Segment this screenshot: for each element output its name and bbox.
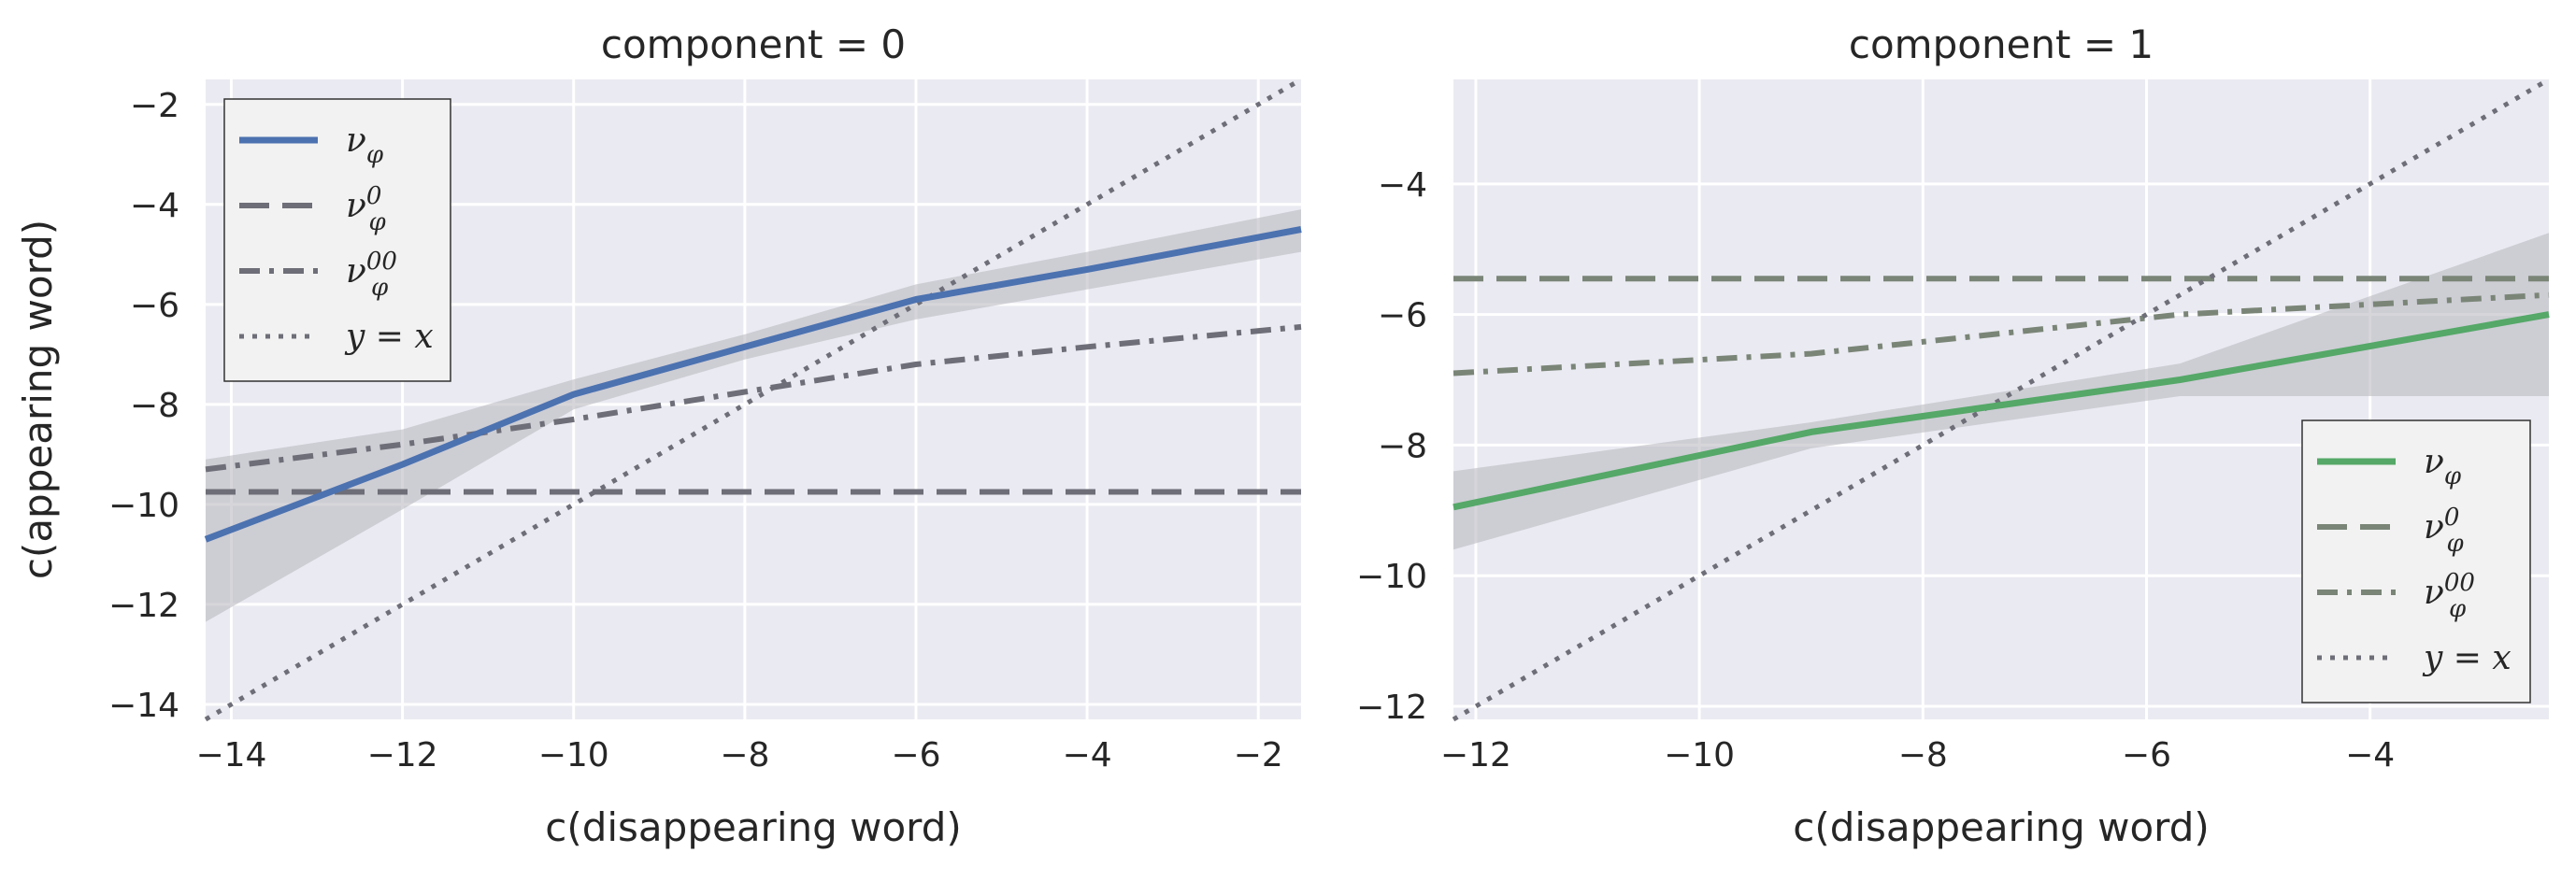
legend-label: ν00 φ <box>346 248 397 302</box>
chart-title: component = 1 <box>1849 21 2154 67</box>
y-tick-label: −6 <box>1378 297 1427 335</box>
panel-component-0: −14 −12 −10 −8 −6 −4 −2 −14 −12 −10 −8 −6 −4 −2 compo… <box>15 21 1303 850</box>
identity-line <box>204 77 1303 722</box>
y-tick-label: −8 <box>1378 427 1427 465</box>
legend-label: ν0 φ <box>346 182 386 236</box>
x-tick-label: −12 <box>1440 736 1511 774</box>
panel-component-1: −12 −10 −8 −6 −4 −12 −10 −8 −6 −4 component = 1 c… <box>1356 21 2551 850</box>
confidence-band <box>1453 233 2549 550</box>
identity-line <box>1452 77 2551 722</box>
y-axis-label: c(appearing word) <box>15 220 61 579</box>
y-tick-label: −8 <box>130 387 179 425</box>
legend: νφ ν0 φ ν00 φ y = x <box>223 98 451 382</box>
legend-label: ν00 φ <box>2424 569 2475 623</box>
series-line-solid <box>1453 311 2550 511</box>
y-tick-label: −2 <box>130 87 179 125</box>
x-tick-label: −10 <box>1664 736 1735 774</box>
y-tick-label: −10 <box>1356 558 1427 596</box>
y-tick-label: −4 <box>130 187 179 225</box>
x-tick-label: −2 <box>1234 736 1283 774</box>
legend-label: νφ <box>2424 443 2462 490</box>
x-tick-label: −6 <box>2122 736 2171 774</box>
x-tick-label: −6 <box>891 736 940 774</box>
tick-labels: −12 −10 −8 −6 −4 −12 −10 −8 −6 −4 <box>1356 166 2395 774</box>
x-axis-label: c(disappearing word) <box>1793 804 2210 850</box>
legend-label: νφ <box>346 121 384 169</box>
y-tick-label: −4 <box>1378 166 1427 205</box>
y-tick-label: −10 <box>108 487 179 525</box>
x-tick-label: −8 <box>1898 736 1948 774</box>
x-axis-label: c(disappearing word) <box>545 804 962 850</box>
y-tick-label: −14 <box>108 687 179 725</box>
series-lines <box>1452 77 2551 722</box>
y-tick-label: −6 <box>130 287 179 325</box>
legend-box <box>2301 419 2531 703</box>
x-tick-label: −8 <box>720 736 769 774</box>
tick-labels: −14 −12 −10 −8 −6 −4 −2 −14 −12 −10 −8 −6 −4 −2 <box>108 87 1283 774</box>
series-line-solid <box>204 226 1302 543</box>
x-tick-label: −14 <box>195 736 266 774</box>
series-lines <box>204 77 1303 722</box>
legend-label: ν0 φ <box>2424 504 2464 558</box>
legend-box <box>223 98 451 382</box>
series-line-dashdot <box>205 323 1302 473</box>
x-tick-label: −10 <box>538 736 609 774</box>
y-tick-label: −12 <box>1356 689 1427 727</box>
series-line-dashdot <box>1453 291 2550 377</box>
chart-title: component = 0 <box>601 21 906 67</box>
y-tick-label: −12 <box>108 587 179 625</box>
x-tick-label: −12 <box>367 736 438 774</box>
confidence-band-area <box>1453 233 2549 550</box>
legend: νφ ν0 φ ν00 φ y = x <box>2301 419 2531 703</box>
x-tick-label: −4 <box>2345 736 2395 774</box>
x-tick-label: −4 <box>1063 736 1112 774</box>
legend-label: y = x <box>344 318 434 356</box>
legend-label: y = x <box>2422 639 2512 677</box>
